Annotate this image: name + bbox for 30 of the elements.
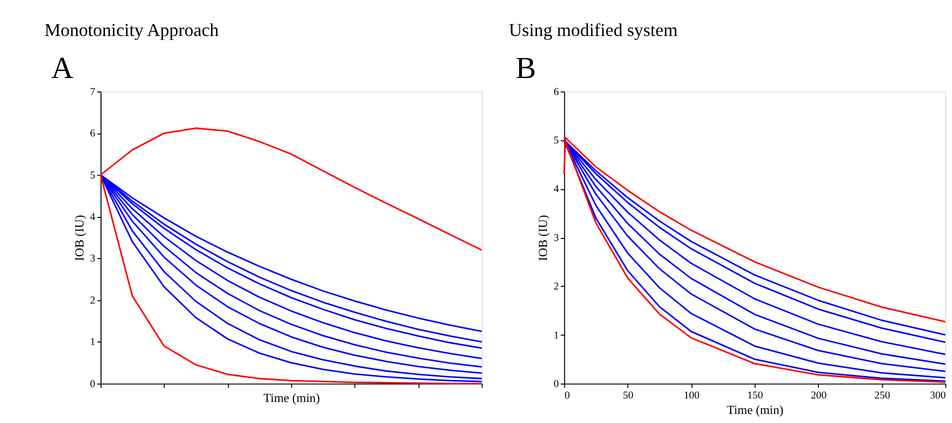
chart-title: Monotonicity Approach [44, 20, 219, 40]
y-tick-label: 4 [90, 212, 96, 224]
y-tick-label: 5 [90, 170, 96, 182]
y-tick-label: 2 [554, 282, 559, 293]
y-tick-label: 3 [90, 254, 96, 265]
x-axis-title: Time (min) [726, 402, 784, 417]
y-tick-label: 4 [554, 184, 560, 196]
y-axis-title: IOB (IU) [536, 215, 550, 261]
text: A [51, 51, 74, 86]
y-tick-label: 1 [554, 330, 559, 342]
x-tick-label: 0 [564, 390, 570, 402]
y-tick-label: 6 [554, 86, 559, 98]
x-tick-label: 50 [622, 390, 634, 402]
y-axis-title: IOB (IU) [72, 215, 86, 261]
y-tick-label: 2 [90, 295, 96, 306]
y-tick-label: 7 [90, 86, 96, 98]
x-tick-label: 150 [747, 390, 764, 402]
x-tick-label: 300 [930, 390, 946, 402]
y-tick-label: 0 [554, 378, 559, 390]
y-tick-label: 0 [90, 378, 96, 390]
y-tick-label: 1 [90, 337, 96, 348]
x-tick-label: 250 [874, 390, 890, 402]
chart-title: Using modified system [508, 20, 678, 40]
text: B [516, 51, 536, 86]
x-tick-label: 100 [684, 390, 700, 402]
y-tick-label: 6 [90, 128, 96, 140]
x-tick-label: 200 [810, 390, 827, 402]
x-axis-title: Time (min) [263, 390, 320, 405]
y-tick-label: 3 [554, 232, 559, 244]
y-tick-label: 5 [554, 136, 559, 147]
